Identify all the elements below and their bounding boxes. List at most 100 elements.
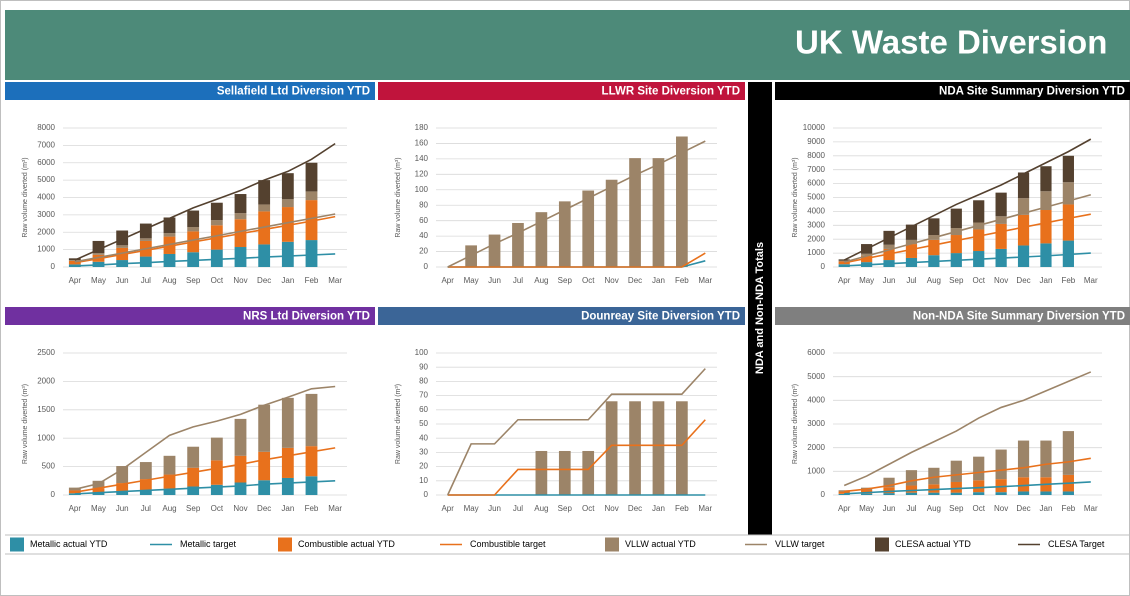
panel-title: Sellafield Ltd Diversion YTD (217, 86, 370, 98)
x-tick-label: Jul (906, 276, 916, 285)
bar-segment (676, 136, 688, 267)
y-tick-label: 8000 (807, 151, 825, 160)
x-tick-label: Jun (488, 276, 501, 285)
bar-segment (187, 446, 200, 468)
bar-segment (838, 493, 850, 495)
x-tick-label: Aug (927, 504, 941, 513)
x-tick-label: Sep (558, 276, 573, 285)
x-tick-label: Sep (186, 276, 201, 285)
x-tick-label: Apr (69, 504, 82, 513)
bar-segment (281, 477, 294, 495)
x-tick-label: Feb (675, 276, 689, 285)
y-tick-label: 2000 (807, 234, 825, 243)
side-bar (748, 82, 772, 535)
y-axis-label: Raw volume diverted (m³) (395, 157, 402, 237)
bar-segment (582, 450, 595, 495)
bar-segment (116, 230, 129, 246)
bar-segment (68, 260, 81, 261)
panel-header (378, 82, 745, 100)
y-tick-label: 3000 (807, 419, 825, 428)
bar-segment (139, 223, 152, 239)
bar-segment (163, 236, 176, 254)
side-label: NDA and Non-NDA Totals (754, 242, 766, 374)
bar-segment (861, 253, 873, 256)
bar-segment (92, 240, 105, 254)
bar-segment (1017, 172, 1030, 199)
y-tick-label: 5000 (37, 175, 55, 184)
x-tick-label: Apr (441, 504, 454, 513)
bar-segment (676, 401, 688, 495)
x-tick-label: Feb (1061, 504, 1075, 513)
target-line (447, 252, 706, 268)
x-tick-label: Jul (513, 504, 523, 513)
bar-segment (558, 201, 571, 267)
bar-segment (281, 207, 294, 242)
x-tick-label: May (859, 276, 874, 285)
bar-segment (883, 477, 895, 488)
bar-segment (973, 492, 985, 495)
x-tick-label: Sep (186, 504, 201, 513)
x-tick-label: Dec (1016, 504, 1030, 513)
x-tick-label: Feb (305, 504, 319, 513)
panel-header (378, 307, 745, 325)
bar-segment (116, 491, 129, 495)
bar-segment (139, 490, 152, 495)
title-bar (5, 10, 1130, 80)
bar-segment (163, 233, 176, 237)
bar-segment (1062, 155, 1074, 183)
bar-segment (68, 260, 81, 265)
x-tick-label: Jan (281, 276, 294, 285)
x-tick-label: Apr (838, 276, 851, 285)
bar-segment (1017, 491, 1030, 495)
y-tick-label: 0 (51, 262, 56, 271)
bar-segment (535, 450, 548, 495)
bar-segment (1017, 198, 1030, 215)
bar-segment (305, 162, 318, 192)
y-tick-label: 10 (419, 476, 428, 485)
x-tick-label: May (91, 504, 106, 513)
y-tick-label: 0 (51, 490, 56, 499)
y-axis-label: Raw volume diverted (m³) (22, 384, 29, 464)
panel-title: Dounreay Site Diversion YTD (581, 311, 740, 323)
bar-segment (1062, 491, 1074, 495)
legend-label: Combustible actual YTD (298, 539, 395, 549)
bar-segment (973, 229, 985, 252)
bar-segment (558, 450, 571, 495)
x-tick-label: Jun (116, 504, 129, 513)
y-axis-label: Raw volume diverted (m³) (395, 384, 402, 464)
target-line (74, 253, 336, 267)
y-tick-label: 140 (415, 154, 429, 163)
bar-segment (92, 253, 105, 255)
bar-segment (139, 238, 152, 241)
y-tick-label: 6000 (807, 348, 825, 357)
target-line (843, 193, 1092, 263)
legend-label: Combustible target (470, 539, 546, 549)
bar-segment (305, 476, 318, 495)
bar-segment (305, 393, 318, 447)
y-tick-label: 2000 (807, 443, 825, 452)
bar-segment (629, 158, 641, 267)
bar-segment (258, 244, 271, 267)
y-tick-label: 60 (419, 405, 428, 414)
bar-segment (187, 210, 200, 228)
bar-segment (1040, 210, 1052, 244)
bar-segment (950, 208, 962, 229)
bar-segment (582, 190, 595, 267)
x-tick-label: Sep (558, 504, 573, 513)
x-tick-label: Nov (233, 504, 247, 513)
bar-segment (163, 253, 176, 267)
y-tick-label: 0 (424, 262, 429, 271)
x-tick-label: Jan (652, 276, 665, 285)
bar-segment (928, 239, 940, 256)
panel-header (775, 82, 1130, 100)
bar-segment (629, 401, 641, 495)
target-line (844, 213, 1091, 264)
target-line (844, 481, 1091, 495)
panel-header (5, 307, 375, 325)
x-tick-label: Apr (838, 504, 851, 513)
x-tick-label: Jun (883, 276, 896, 285)
x-tick-label: Mar (1084, 276, 1098, 285)
x-tick-label: Mar (328, 504, 342, 513)
legend-swatch (875, 537, 889, 552)
bar-segment (861, 493, 873, 495)
